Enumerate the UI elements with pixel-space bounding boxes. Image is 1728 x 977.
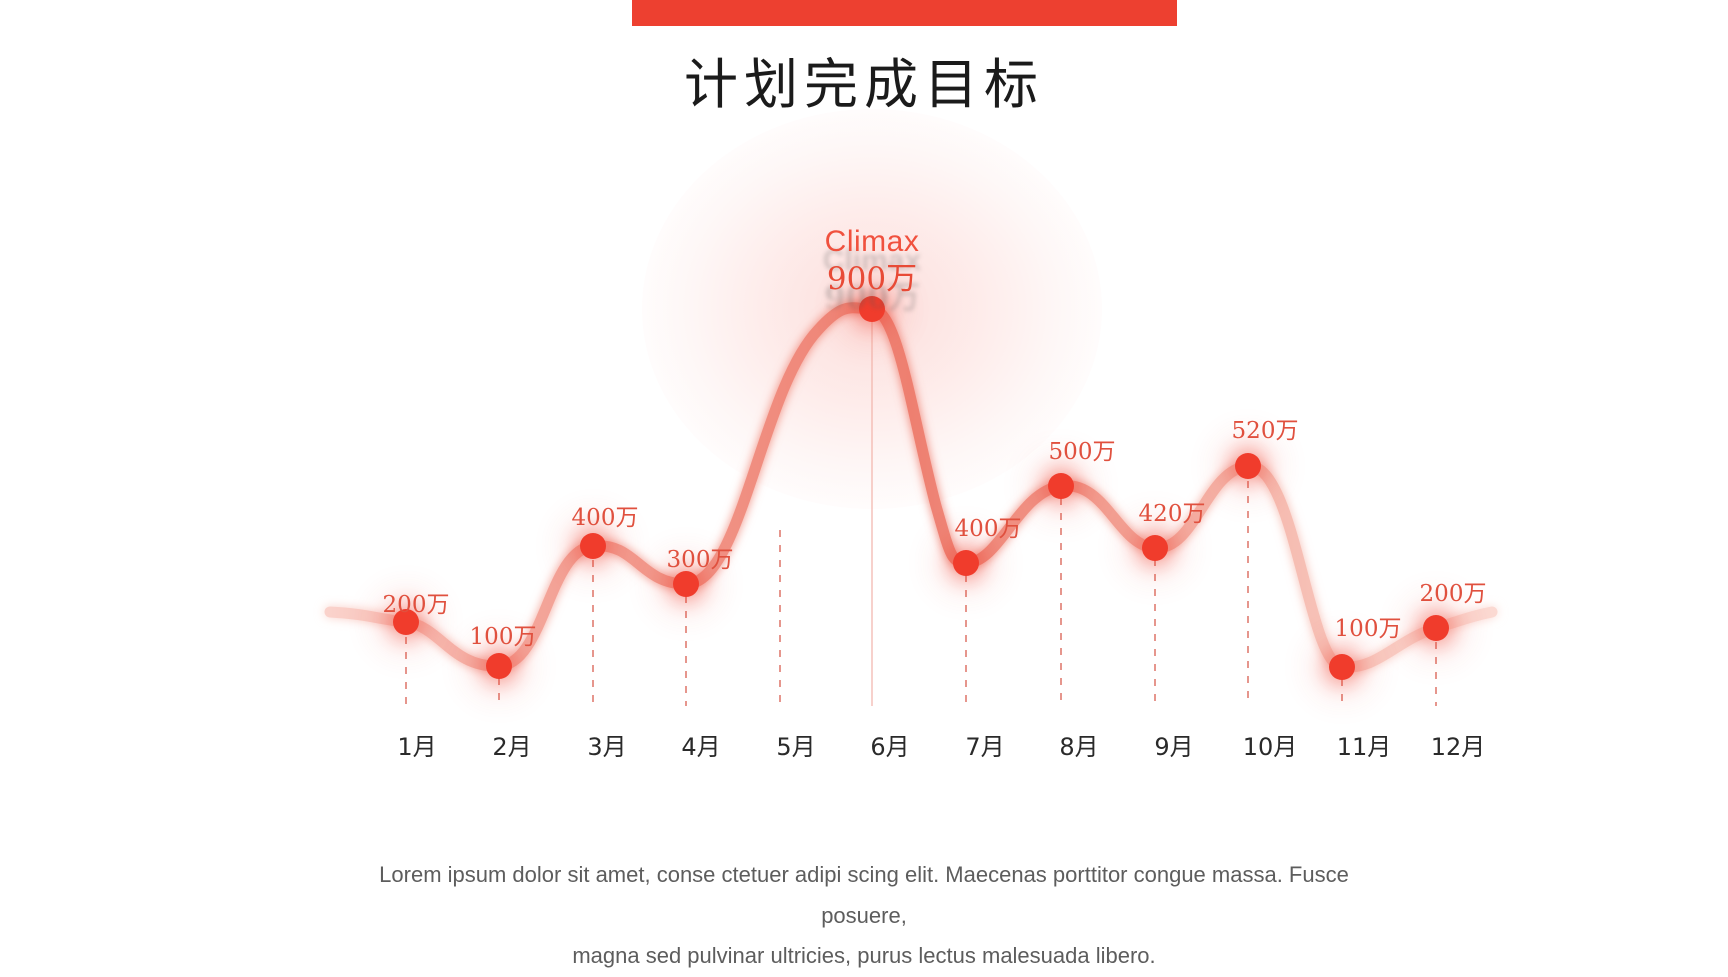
data-point-12[interactable]: [1423, 615, 1449, 641]
climax-annotation: Climax 900万: [825, 225, 920, 296]
value-label-1: 200万: [382, 592, 450, 618]
value-label-10: 520万: [1231, 418, 1299, 444]
value-label-12: 200万: [1419, 581, 1487, 607]
data-point-7[interactable]: [953, 550, 979, 576]
climax-value: 900万: [826, 260, 918, 297]
x-axis-label-8: 8月: [1059, 733, 1099, 761]
line-chart: 200万 100万 400万 300万 400万 500万 420万 520万 …: [324, 109, 1498, 761]
x-axis-label-10: 10月: [1242, 733, 1298, 761]
climax-label: Climax: [824, 225, 920, 258]
droplines: [405, 466, 1437, 706]
x-axis-label-1: 1月: [397, 733, 437, 761]
data-point-8[interactable]: [1048, 473, 1074, 499]
value-label-7: 400万: [954, 516, 1022, 542]
value-label-4: 300万: [666, 547, 734, 573]
data-point-3[interactable]: [580, 533, 606, 559]
header-accent-bar: [632, 0, 1177, 26]
value-label-2: 100万: [469, 624, 537, 650]
data-point-11[interactable]: [1329, 654, 1355, 680]
chart-svg: [324, 302, 1498, 706]
x-axis-label-4: 4月: [681, 733, 721, 761]
series-line: [324, 302, 1498, 673]
footer-line-1: Lorem ipsum dolor sit amet, conse ctetue…: [379, 862, 1349, 928]
x-axis-label-3: 3月: [587, 733, 627, 761]
value-label-11: 100万: [1334, 616, 1402, 642]
value-label-9: 420万: [1138, 501, 1206, 527]
data-point-2[interactable]: [486, 653, 512, 679]
x-axis-label-2: 2月: [492, 733, 532, 761]
x-axis-label-9: 9月: [1154, 733, 1194, 761]
footer-line-2: magna sed pulvinar ultricies, purus lect…: [572, 943, 1156, 969]
x-axis-label-7: 7月: [965, 733, 1005, 761]
data-point-10[interactable]: [1235, 453, 1261, 479]
x-axis-label-11: 11月: [1336, 733, 1392, 761]
x-axis-label-12: 12月: [1430, 733, 1486, 761]
value-label-8: 500万: [1048, 439, 1116, 465]
data-point-4[interactable]: [673, 571, 699, 597]
data-point-9[interactable]: [1142, 535, 1168, 561]
footer-description: Lorem ipsum dolor sit amet, conse ctetue…: [334, 855, 1394, 977]
data-point-6[interactable]: [859, 296, 885, 322]
page-title: 计划完成目标: [684, 53, 1044, 116]
x-axis-label-6: 6月: [870, 733, 910, 761]
data-point-1[interactable]: [393, 609, 419, 635]
x-axis-label-5: 5月: [776, 733, 816, 761]
value-label-3: 400万: [571, 505, 639, 531]
